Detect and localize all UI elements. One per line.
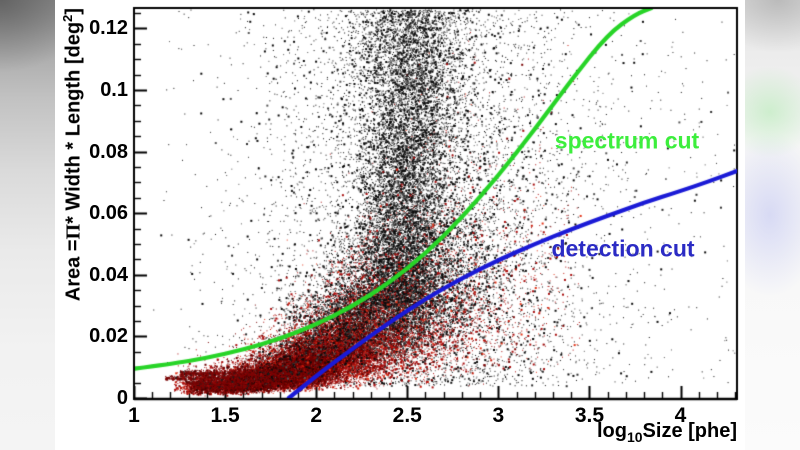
x-tick-label: 2 [310, 404, 323, 427]
x-axis-title-prefix: log [596, 420, 627, 442]
y-tick-label: 0.12 [89, 17, 128, 40]
x-tick-label: 2.5 [392, 404, 422, 427]
x-tick-label: 1 [128, 404, 140, 427]
detection-cut-label: detection cut [551, 235, 695, 262]
y-tick-label: 0.04 [89, 263, 128, 286]
y-tick-label: 0.06 [89, 202, 128, 225]
y-axis-title-close: ] [62, 8, 85, 15]
x-tick-label: 3 [492, 404, 505, 427]
y-tick-label: 0 [116, 387, 128, 409]
pi-symbol: Π [62, 223, 85, 240]
x-tick-label: 3.5 [574, 404, 605, 427]
y-tick-label: 0.02 [89, 325, 128, 348]
spectrum-cut-label: spectrum cut [554, 127, 700, 154]
x-tick-label: 1.5 [210, 404, 240, 427]
x-axis-title-rest: Size [phe] [642, 420, 737, 442]
y-tick-label: 0.1 [100, 78, 128, 101]
x-tick-label: 4 [674, 404, 687, 427]
y-axis-title-text2: * Width * Length [deg [62, 21, 85, 224]
y-tick-label: 0.08 [89, 140, 128, 163]
x-axis-title: log10Size [phe] [597, 420, 737, 445]
x-axis-title-sub: 10 [626, 429, 643, 445]
